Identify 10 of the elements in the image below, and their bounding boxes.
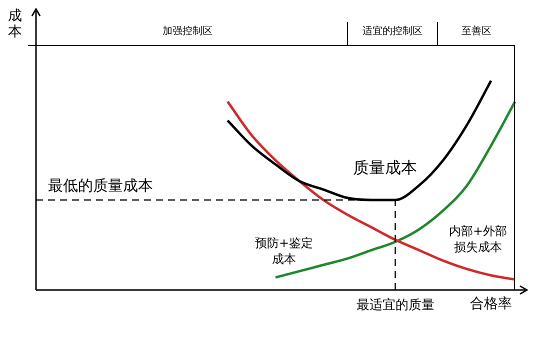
x-axis-title: 合格率 — [470, 295, 512, 313]
annotation: 内部+外部损失成本 — [448, 224, 508, 256]
annotation: 预防+鉴定成本 — [254, 236, 314, 268]
text: 加强控制区 — [28, 22, 348, 45]
text: 最适宜的质量 — [355, 297, 436, 314]
y-axis-title: 成本 — [8, 8, 23, 40]
text: 至善区 — [460, 24, 492, 39]
text: 适宜的控制区 — [348, 22, 438, 45]
ref-line-label: 最低的质量成本 — [48, 176, 153, 194]
annotation: 质量成本 — [353, 158, 417, 179]
